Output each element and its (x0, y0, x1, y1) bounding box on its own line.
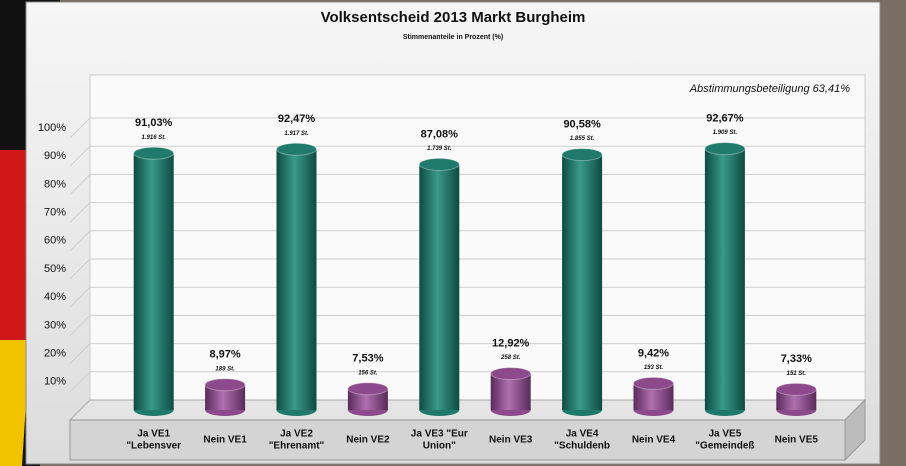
value-label: 90,58% (563, 118, 601, 130)
bar-top (491, 368, 531, 380)
bar-top (776, 383, 816, 395)
count-label: 1.917 St. (284, 131, 309, 137)
value-label: 92,67% (706, 113, 744, 125)
count-label: 1.916 St. (142, 135, 167, 141)
y-tick-label: 80% (44, 178, 66, 190)
bar (419, 164, 459, 410)
x-tick-label: Ja VE3 "Eur (411, 429, 468, 440)
x-tick-label: "Gemeindeß (695, 441, 754, 452)
bar (562, 155, 602, 410)
x-tick-label: Ja VE1 (137, 429, 170, 440)
x-tick-label: Ja VE5 (708, 429, 741, 440)
bar (134, 153, 174, 410)
bar-top (348, 383, 388, 395)
count-label: 151 St. (787, 371, 807, 377)
count-label: 1.909 St. (713, 130, 738, 136)
y-tick-label: 40% (44, 291, 66, 303)
chart-title: Volksentscheid 2013 Markt Burgheim (321, 9, 586, 26)
y-tick-label: 30% (44, 319, 66, 331)
y-tick-label: 20% (44, 348, 66, 360)
count-label: 189 St. (215, 366, 235, 372)
y-tick-label: 90% (44, 150, 66, 162)
bar-top (562, 149, 602, 161)
floor-top (70, 400, 865, 420)
y-tick-label: 50% (44, 263, 66, 275)
x-tick-label: Union" (423, 441, 456, 452)
y-tick-label: 100% (38, 122, 66, 134)
value-label: 8,97% (209, 349, 240, 361)
value-label: 12,92% (492, 337, 530, 349)
x-tick-label: "Ehrenamt" (269, 441, 325, 452)
bar-top (705, 143, 745, 155)
count-label: 1.855 St. (570, 136, 595, 142)
x-tick-label: Nein VE3 (489, 435, 533, 446)
value-label: 87,08% (421, 128, 459, 140)
annotation: Abstimmungsbeteiligung 63,41% (689, 83, 850, 95)
value-label: 92,47% (278, 113, 316, 125)
x-tick-label: Ja VE2 (280, 429, 313, 440)
count-label: 193 St. (644, 365, 664, 371)
x-tick-label: "Schuldenb (554, 441, 610, 452)
y-tick-label: 70% (44, 207, 66, 219)
y-tick-label: 10% (44, 376, 66, 388)
plot-back (90, 75, 865, 400)
bar-top (134, 147, 174, 159)
x-tick-label: Nein VE4 (632, 435, 676, 446)
chart-subtitle: Stimmenanteile in Prozent (%) (403, 34, 503, 41)
bar-top (419, 158, 459, 170)
bar (705, 149, 745, 410)
x-tick-label: Ja VE4 (566, 429, 599, 440)
x-tick-label: Nein VE5 (775, 435, 819, 446)
y-tick-label: 60% (44, 235, 66, 247)
value-label: 7,33% (781, 353, 812, 365)
count-label: 156 St. (358, 370, 378, 376)
bar (277, 149, 317, 410)
x-tick-label: Nein VE1 (203, 435, 247, 446)
count-label: 258 St. (500, 355, 521, 361)
count-label: 1.739 St. (427, 146, 452, 152)
x-tick-label: "Lebensver (126, 441, 181, 452)
value-label: 91,03% (135, 117, 173, 129)
bar-top (205, 379, 245, 391)
value-label: 9,42% (638, 347, 669, 359)
value-label: 7,53% (352, 353, 383, 365)
chart: Volksentscheid 2013 Markt Burgheim Stimm… (0, 0, 906, 466)
bar-top (277, 143, 317, 155)
bar-top (634, 377, 674, 389)
x-tick-label: Nein VE2 (346, 435, 390, 446)
